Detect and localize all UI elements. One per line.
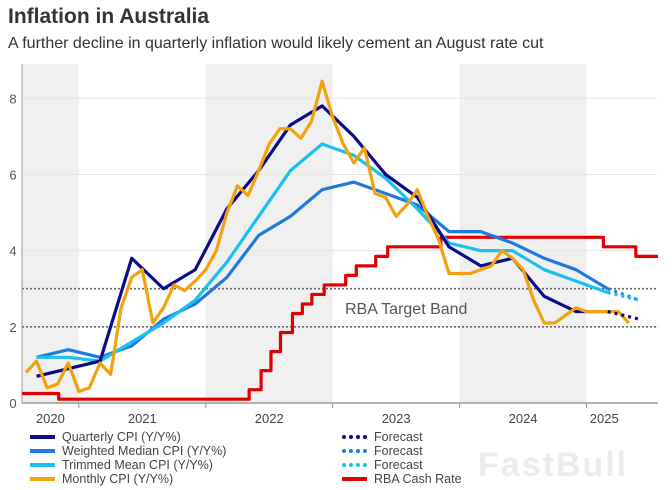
legend-swatch	[30, 477, 55, 481]
chart-title: Inflation in Australia	[8, 5, 210, 28]
legend-label: Weighted Median CPI (Y/Y%)	[62, 444, 227, 458]
legend-label: Quarterly CPI (Y/Y%)	[62, 430, 181, 444]
legend-label: Forecast	[374, 444, 423, 458]
y-tick-label: 4	[9, 244, 16, 259]
y-tick-label: 6	[9, 167, 16, 182]
shaded-year-band	[22, 64, 79, 403]
shaded-year-band	[459, 64, 587, 403]
legend-weighted-median: Weighted Median CPI (Y/Y%)	[30, 444, 226, 458]
legend-cash-rate: RBA Cash Rate	[342, 472, 462, 486]
x-tick-label: 2021	[128, 411, 157, 426]
legend-swatch	[342, 477, 367, 481]
watermark: FastBull	[478, 446, 629, 484]
legend-swatch	[342, 463, 367, 467]
legend-trimmed-mean: Trimmed Mean CPI (Y/Y%)	[30, 458, 213, 472]
legend-monthly-cpi: Monthly CPI (Y/Y%)	[30, 472, 173, 486]
y-tick-label: 0	[9, 396, 16, 411]
legend-quarterly-cpi: Quarterly CPI (Y/Y%)	[30, 430, 181, 444]
x-tick-label: 2025	[590, 411, 619, 426]
series-line-weighted-median-cpi-y-y-	[36, 180, 609, 359]
x-tick-label: 2020	[36, 411, 65, 426]
legend-label: Forecast	[374, 430, 423, 444]
legend-forecast-quarterly: Forecast	[342, 430, 423, 444]
series-line-trimmed-mean-cpi-y-y-	[36, 142, 609, 363]
legend-label: Monthly CPI (Y/Y%)	[62, 472, 174, 486]
legend-swatch	[30, 435, 55, 439]
legend-swatch	[342, 449, 367, 453]
series-line-forecast	[607, 290, 640, 302]
legend-swatch	[342, 435, 367, 439]
legend-label: Trimmed Mean CPI (Y/Y%)	[62, 458, 213, 472]
series-line-monthly-cpi-y-y-	[24, 79, 631, 394]
legend-swatch	[30, 463, 55, 467]
y-tick-label: 8	[9, 91, 16, 106]
series-line-forecast	[607, 287, 640, 302]
legend-label: Forecast	[374, 458, 423, 472]
legend-label: RBA Cash Rate	[374, 472, 462, 486]
legend-forecast-median: Forecast	[342, 444, 423, 458]
target-band-label: RBA Target Band	[345, 301, 467, 318]
y-tick-label: 2	[9, 320, 16, 335]
x-tick-label: 2023	[382, 411, 411, 426]
x-tick-label: 2022	[255, 411, 284, 426]
chart-subtitle: A further decline in quarterly inflation…	[8, 35, 544, 52]
series-line-forecast	[607, 310, 640, 321]
legend-forecast-trimmed: Forecast	[342, 458, 423, 472]
legend-swatch	[30, 449, 55, 453]
x-tick-label: 2024	[509, 411, 538, 426]
